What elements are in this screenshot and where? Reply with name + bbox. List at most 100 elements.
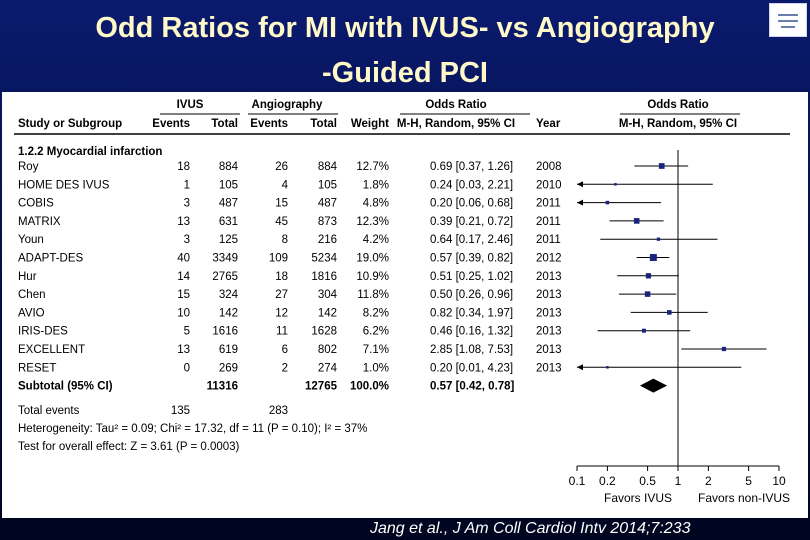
row-odds-ratio-ci: 0.51 [0.25, 1.02]: [430, 271, 513, 283]
header-ivus-events: Events: [152, 118, 190, 130]
header-group-odds-ratio-plot: Odds Ratio: [647, 99, 708, 111]
row-odds-ratio-ci: 0.20 [0.01, 4.23]: [430, 362, 513, 374]
row-angio-total: 802: [318, 344, 337, 356]
x-axis-tick-label: 5: [745, 474, 752, 488]
row-weight: 1.0%: [363, 362, 389, 374]
row-ivus-events: 18: [177, 161, 190, 173]
row-year: 2011: [536, 234, 561, 246]
row-ivus-events: 14: [177, 271, 190, 283]
row-angio-events: 2: [282, 362, 288, 374]
row-year: 2013: [536, 362, 562, 374]
favors-left-label: Favors IVUS: [604, 491, 672, 505]
x-axis-tick-label: 0.5: [639, 474, 656, 488]
row-ivus-total: 884: [219, 161, 239, 173]
effect-square: [658, 163, 665, 169]
row-year: 2008: [536, 161, 562, 173]
row-angio-events: 8: [282, 234, 288, 246]
row-weight: 1.8%: [363, 179, 389, 191]
ci-arrow-left: [577, 181, 583, 188]
row-ivus-total: 125: [219, 234, 238, 246]
row-year: 2013: [536, 326, 562, 338]
row-angio-events: 109: [269, 253, 288, 265]
row-weight: 10.9%: [356, 271, 389, 283]
row-weight: 4.8%: [363, 198, 389, 210]
header-angio-events: Events: [250, 118, 288, 130]
row-ivus-total: 487: [219, 198, 238, 210]
row-ivus-events: 10: [177, 307, 190, 319]
row-angio-events: 6: [282, 344, 288, 356]
total-events-angio: 283: [269, 405, 288, 417]
row-ivus-total: 619: [219, 344, 238, 356]
effect-square: [721, 346, 727, 352]
row-study-name: RESET: [18, 362, 56, 374]
favors-right-label: Favors non-IVUS: [698, 491, 790, 505]
effect-square: [605, 200, 610, 205]
row-odds-ratio-ci: 0.64 [0.17, 2.46]: [430, 234, 513, 246]
row-angio-total: 5234: [311, 253, 337, 265]
ci-arrow-left: [577, 199, 583, 206]
row-angio-total: 105: [318, 179, 337, 191]
total-events-label: Total events: [18, 405, 80, 417]
row-angio-events: 11: [276, 326, 288, 338]
x-axis-tick-label: 10: [772, 474, 786, 488]
row-ivus-events: 15: [177, 289, 190, 301]
row-ivus-events: 13: [177, 216, 190, 228]
row-odds-ratio-ci: 0.82 [0.34, 1.97]: [430, 307, 513, 319]
header-study: Study or Subgroup: [18, 118, 122, 130]
row-study-name: EXCELLENT: [18, 344, 85, 356]
header-plot-method: M-H, Random, 95% CI: [619, 118, 737, 130]
x-axis-tick-label: 0.2: [599, 474, 616, 488]
forest-plot-panel: IVUS Angiography Odds Ratio Odds Ratio Study…: [2, 92, 808, 518]
row-angio-total: 1816: [311, 271, 337, 283]
row-angio-events: 45: [275, 216, 288, 228]
header-year: Year: [536, 118, 561, 130]
row-odds-ratio-ci: 0.39 [0.21, 0.72]: [430, 216, 513, 228]
row-ivus-events: 1: [184, 179, 190, 191]
row-odds-ratio-ci: 0.46 [0.16, 1.32]: [430, 326, 513, 338]
total-events-ivus: 135: [171, 405, 190, 417]
x-axis-tick-label: 1: [675, 474, 682, 488]
row-ivus-events: 13: [177, 344, 190, 356]
institution-logo: [769, 3, 807, 37]
row-study-name: Hur: [18, 271, 37, 283]
row-study-name: MATRIX: [18, 216, 61, 228]
row-study-name: IRIS-DES: [18, 326, 68, 338]
pooled-diamond: [639, 378, 668, 393]
row-odds-ratio-ci: 0.24 [0.03, 2.21]: [430, 179, 513, 191]
row-year: 2010: [536, 179, 562, 191]
subgroup-heading: 1.2.2 Myocardial infarction: [18, 146, 162, 158]
row-year: 2012: [536, 253, 562, 265]
row-weight: 7.1%: [363, 344, 389, 356]
row-ivus-total: 324: [219, 289, 239, 301]
row-year: 2011: [536, 216, 561, 228]
row-angio-events: 27: [275, 289, 288, 301]
row-year: 2013: [536, 307, 562, 319]
row-ivus-total: 105: [219, 179, 238, 191]
row-angio-events: 26: [275, 161, 288, 173]
row-angio-total: 142: [318, 307, 337, 319]
row-angio-total: 274: [318, 362, 338, 374]
subtotal-weight: 100.0%: [350, 381, 389, 393]
header-group-angiography: Angiography: [252, 99, 324, 111]
row-angio-events: 4: [282, 179, 289, 191]
subtotal-odds-ratio-ci: 0.57 [0.42, 0.78]: [430, 381, 515, 393]
effect-square: [649, 254, 657, 261]
row-study-name: Youn: [18, 234, 44, 246]
row-study-name: Roy: [18, 161, 39, 173]
row-weight: 12.7%: [356, 161, 389, 173]
row-ivus-total: 3349: [212, 253, 238, 265]
header-group-ivus: IVUS: [177, 99, 204, 111]
effect-square: [633, 218, 640, 224]
row-weight: 19.0%: [356, 253, 389, 265]
effect-square: [645, 273, 652, 279]
row-ivus-total: 2765: [212, 271, 238, 283]
x-axis-tick-label: 2: [705, 474, 712, 488]
row-weight: 8.2%: [363, 307, 389, 319]
row-odds-ratio-ci: 0.57 [0.39, 0.82]: [430, 253, 513, 265]
row-angio-total: 884: [318, 161, 338, 173]
effect-square: [656, 237, 661, 241]
ci-arrow-left: [577, 364, 583, 371]
row-weight: 6.2%: [363, 326, 389, 338]
subtotal-ivus-total: 11316: [207, 381, 238, 393]
row-ivus-events: 3: [184, 234, 190, 246]
